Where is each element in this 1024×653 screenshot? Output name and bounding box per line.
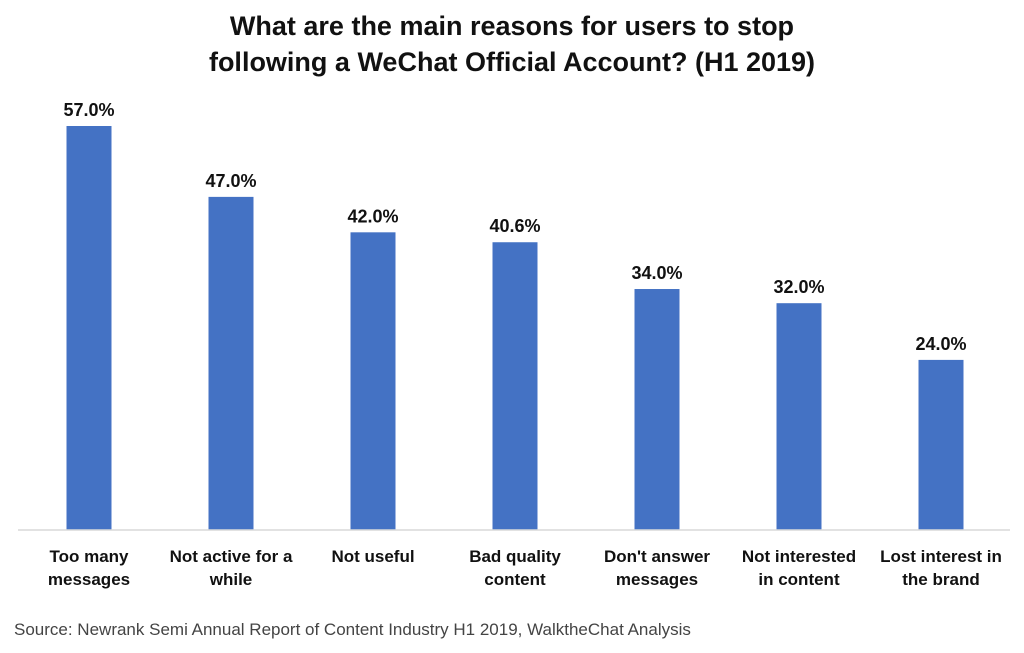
category-label-line: messages xyxy=(616,570,698,589)
category-label-3: Not useful xyxy=(331,547,414,566)
category-label-line: Not active for a xyxy=(170,547,293,566)
data-label-2: 47.0% xyxy=(205,171,256,191)
category-label-2: Not active for a while xyxy=(170,547,293,589)
bar-6 xyxy=(776,303,822,530)
category-label-line: content xyxy=(484,570,546,589)
data-label-4: 40.6% xyxy=(489,216,540,236)
source-note: Source: Newrank Semi Annual Report of Co… xyxy=(14,620,691,639)
chart-title-line-1: What are the main reasons for users to s… xyxy=(229,11,795,41)
bar-7 xyxy=(918,359,964,530)
bar-3 xyxy=(350,232,396,530)
category-label-1: Too many messages xyxy=(48,547,130,589)
category-label-6: Not interested in content xyxy=(742,547,856,589)
bars-layer xyxy=(66,126,964,531)
data-label-3: 42.0% xyxy=(347,206,398,226)
chart-title: What are the main reasons for users to s… xyxy=(0,8,1024,80)
labels-layer: 57.0% 47.0% 42.0% 40.6% 34.0% 32.0% 24.0% xyxy=(63,100,966,354)
bar-5 xyxy=(634,289,680,530)
bar-2 xyxy=(208,196,254,530)
data-label-5: 34.0% xyxy=(631,263,682,283)
category-label-4: Bad quality content xyxy=(469,547,561,589)
data-label-6: 32.0% xyxy=(773,277,824,297)
data-label-7: 24.0% xyxy=(915,334,966,354)
category-label-line: Lost interest in xyxy=(880,547,1002,566)
category-label-line: in content xyxy=(758,570,840,589)
category-label-line: Bad quality xyxy=(469,547,561,566)
category-label-line: the brand xyxy=(902,570,979,589)
category-label-line: Not useful xyxy=(331,547,414,566)
category-label-line: messages xyxy=(48,570,130,589)
category-label-line: Too many xyxy=(49,547,129,566)
bar-4 xyxy=(492,242,538,531)
category-label-7: Lost interest in the brand xyxy=(880,547,1002,589)
category-label-line: Don't answer xyxy=(604,547,710,566)
category-label-5: Don't answer messages xyxy=(604,547,710,589)
data-label-1: 57.0% xyxy=(63,100,114,120)
category-label-line: while xyxy=(209,570,253,589)
chart-title-line-2: following a WeChat Official Account? (H1… xyxy=(208,47,816,77)
category-label-line: Not interested xyxy=(742,547,856,566)
bar-1 xyxy=(66,126,112,530)
